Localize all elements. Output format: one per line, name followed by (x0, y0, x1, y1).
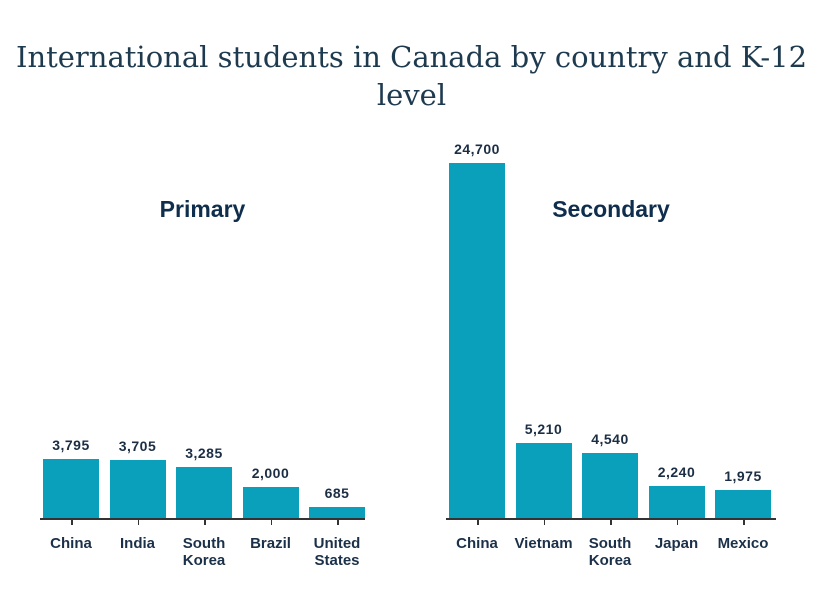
bar-china (449, 163, 505, 518)
category-label: United States (313, 535, 361, 569)
value-label: 5,210 (524, 421, 563, 438)
x-tick (543, 520, 545, 525)
value-label: 2,000 (251, 464, 290, 481)
value-label: 3,285 (185, 445, 223, 461)
x-tick (477, 520, 479, 525)
chart-title-line-1: International students in Canada by coun… (15, 40, 808, 74)
secondary-chart-title: Secondary (552, 196, 670, 222)
value-label: 2,240 (657, 463, 696, 480)
x-tick (71, 520, 73, 525)
bar-mexico (715, 489, 771, 518)
primary-chart: Primary 3,795 China 3,705 India 3,285 South Ko… (40, 0, 365, 595)
x-tick (204, 520, 206, 525)
bar-brazil (242, 486, 299, 518)
x-tick (676, 520, 678, 525)
bar-japan (648, 485, 705, 518)
bar-south-korea (582, 452, 638, 518)
value-label: 3,795 (52, 437, 90, 454)
category-label: Brazil (250, 535, 291, 552)
x-axis (446, 518, 776, 520)
value-label: 3,705 (118, 438, 157, 455)
x-tick (270, 520, 272, 525)
category-label: Vietnam (514, 535, 573, 552)
chart-title-line-2: level (376, 78, 447, 112)
bar-south-korea (176, 467, 232, 518)
category-label: South Korea (182, 535, 226, 569)
bar-india (109, 460, 166, 518)
value-label: 1,975 (724, 467, 762, 484)
category-label: South Korea (588, 535, 632, 569)
bar-vietnam (515, 443, 572, 518)
category-label: China (456, 535, 498, 552)
value-label: 4,540 (591, 430, 629, 447)
category-label: India (119, 535, 155, 552)
x-tick (137, 520, 139, 525)
x-tick (337, 520, 339, 525)
bar-united-states (309, 507, 365, 518)
primary-chart-title: Primary (159, 196, 246, 222)
category-label: Japan (654, 535, 699, 552)
value-label: 685 (324, 485, 350, 502)
category-label: China (50, 535, 92, 552)
category-label: Mexico (717, 535, 769, 552)
x-tick (743, 520, 745, 525)
x-tick (610, 520, 612, 525)
bar-china (43, 459, 99, 518)
secondary-chart: Secondary 24,700 China 5,210 Vietnam 4,540 So… (446, 0, 776, 595)
chart-title: International students in Canada by coun… (0, 38, 823, 114)
value-label: 24,700 (454, 141, 500, 157)
x-axis (40, 518, 365, 520)
